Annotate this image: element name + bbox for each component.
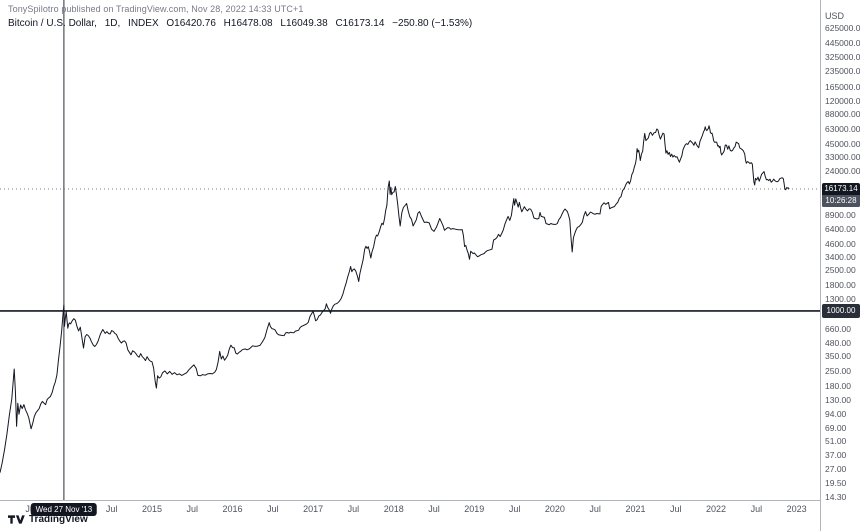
price-tick-label: 27.00 xyxy=(825,463,847,474)
price-tick-label: 660.00 xyxy=(825,323,851,334)
price-tick-label: 350.00 xyxy=(825,351,851,362)
price-tick-label: 2500.00 xyxy=(825,265,856,276)
time-axis-separator xyxy=(0,500,860,501)
price-tick-label: 120000.00 xyxy=(825,95,860,106)
price-tick-label: 33000.00 xyxy=(825,152,860,163)
time-tick-label: 2016 xyxy=(222,504,243,514)
price-tick-label: 6400.00 xyxy=(825,224,856,235)
price-line-series xyxy=(0,125,790,473)
published-attribution: TonySpilotro published on TradingView.co… xyxy=(8,4,304,14)
time-tick-label: 2021 xyxy=(625,504,646,514)
current-price-value: 16173.14 xyxy=(824,184,858,194)
time-tick-label: Jul xyxy=(589,504,601,514)
price-tick-label: 325000.00 xyxy=(825,51,860,62)
tradingview-logo-text: TradingView xyxy=(29,514,88,525)
time-tick-label: 2023 xyxy=(786,504,807,514)
time-tick-label: Jul xyxy=(186,504,199,514)
ohlc-close: C16173.14 xyxy=(335,18,385,29)
price-tick-label: 165000.00 xyxy=(825,81,860,92)
time-tick-label: 2020 xyxy=(544,504,565,514)
interval-label[interactable]: 1D, xyxy=(104,18,121,29)
tradingview-branding[interactable]: TradingView xyxy=(8,514,88,525)
ohlc-low: L16049.38 xyxy=(280,18,328,29)
price-tick-label: 480.00 xyxy=(825,337,851,348)
price-tick-label: 1300.00 xyxy=(825,293,856,304)
price-tick-label: 250.00 xyxy=(825,366,851,377)
price-tick-label: 625000.00 xyxy=(825,23,860,34)
time-tick-label: 2017 xyxy=(303,504,324,514)
price-tick-label: 94.00 xyxy=(825,409,847,420)
symbol-title[interactable]: Bitcoin / U.S. Dollar, xyxy=(8,18,97,29)
chart-header: TonySpilotro published on TradingView.co… xyxy=(8,4,477,29)
current-price-badge: 16173.14 10:26:28 xyxy=(822,182,860,207)
time-tick-label: Jul xyxy=(508,504,521,514)
time-tick-label: 2015 xyxy=(141,504,162,514)
price-tick-label: 8900.00 xyxy=(825,209,856,220)
exchange-label: INDEX xyxy=(128,18,159,29)
time-tick-label: Jul xyxy=(750,504,763,514)
tradingview-logo-icon xyxy=(8,515,25,524)
price-axis-unit: USD xyxy=(825,11,845,21)
price-tick-label: 3400.00 xyxy=(825,251,856,262)
price-tick-label: 24000.00 xyxy=(825,166,860,177)
price-axis[interactable]: USD 16173.14 10:26:28 1000.00 625000.00 4… xyxy=(820,0,860,531)
horizontal-line-price-badge: 1000.00 xyxy=(822,303,860,318)
price-tick-label: 45000.00 xyxy=(825,138,860,149)
bar-close-countdown: 10:26:28 xyxy=(822,194,860,207)
time-axis[interactable]: Wed 27 Nov '13 Jul Jul 2015 Jul 2016 Jul 2017 J… xyxy=(0,501,820,517)
price-tick-label: 445000.00 xyxy=(825,38,860,49)
price-tick-label: 37.00 xyxy=(825,449,847,460)
time-tick-label: Jul xyxy=(267,504,279,514)
price-tick-label: 180.00 xyxy=(825,380,851,391)
price-tick-label: 69.00 xyxy=(825,422,847,433)
price-tick-label: 19.50 xyxy=(825,478,847,489)
price-tick-label: 51.00 xyxy=(825,435,847,446)
time-tick-label: Jul xyxy=(428,504,440,514)
time-tick-label: 2022 xyxy=(706,504,727,514)
price-tick-label: 235000.00 xyxy=(825,66,860,77)
symbol-ohlc-row: Bitcoin / U.S. Dollar, 1D, INDEX O16420.… xyxy=(8,18,477,29)
price-tick-label: 130.00 xyxy=(825,394,851,405)
time-tick-label: Jul xyxy=(105,504,118,514)
price-tick-label: 88000.00 xyxy=(825,109,860,120)
chart-plot-area[interactable] xyxy=(0,0,820,500)
change-value: −250.80 (−1.53%) xyxy=(392,18,473,29)
price-tick-label: 4600.00 xyxy=(825,238,856,249)
price-tick-label: 14.30 xyxy=(825,491,847,502)
price-tick-label: 1800.00 xyxy=(825,279,856,290)
ohlc-open: O16420.76 xyxy=(166,18,216,29)
ohlc-high: H16478.08 xyxy=(223,18,273,29)
price-tick-label: 63000.00 xyxy=(825,123,860,134)
time-tick-label: 2018 xyxy=(383,504,404,514)
time-tick-label: Jul xyxy=(669,504,682,514)
time-tick-label: 2019 xyxy=(464,504,485,514)
crosshair-date-badge: Wed 27 Nov '13 xyxy=(30,503,98,516)
time-tick-label: Jul xyxy=(347,504,360,514)
